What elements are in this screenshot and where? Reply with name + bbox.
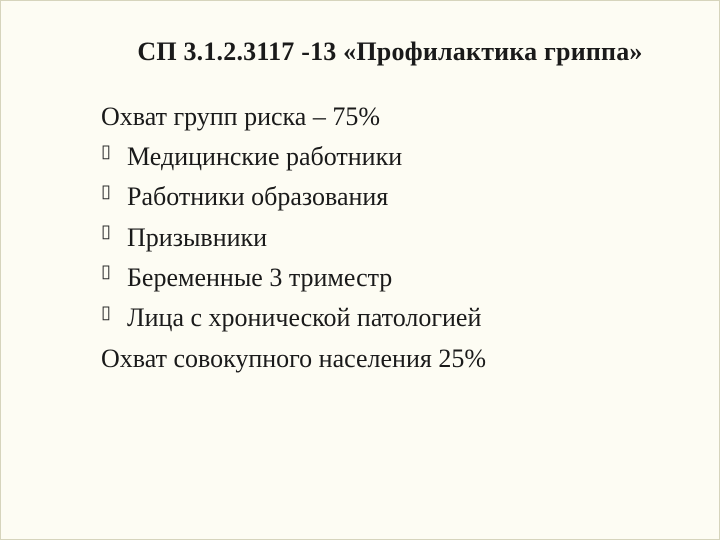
bullet-list: Медицинские работники Работники образова… [101,137,659,338]
list-item: Работники образования [101,177,659,217]
list-item: Медицинские работники [101,137,659,177]
slide-title: СП 3.1.2.3117 -13 «Профилактика гриппа» [101,35,659,69]
list-item-label: Лица с хронической патологией [127,303,481,332]
list-item: Лица с хронической патологией [101,298,659,338]
list-item-label: Призывники [127,223,267,252]
list-item-label: Беременные 3 триместр [127,263,392,292]
list-item: Призывники [101,218,659,258]
footer-line: Охват совокупного населения 25% [101,339,659,379]
list-item-label: Работники образования [127,182,388,211]
coverage-line: Охват групп риска – 75% [101,97,659,137]
list-item-label: Медицинские работники [127,142,402,171]
slide: СП 3.1.2.3117 -13 «Профилактика гриппа» … [0,0,720,540]
list-item: Беременные 3 триместр [101,258,659,298]
slide-body: Охват групп риска – 75% Медицинские рабо… [101,97,659,379]
